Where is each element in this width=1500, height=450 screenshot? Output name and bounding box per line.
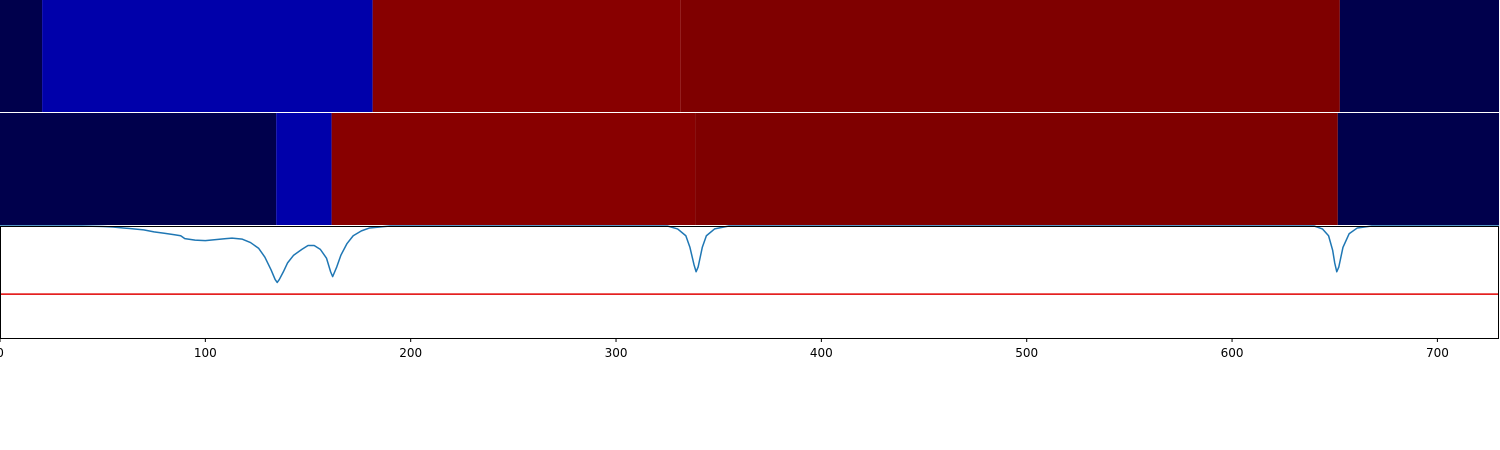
segment-0-2 — [372, 0, 681, 112]
segment-0-1 — [42, 0, 373, 112]
segment-1-0 — [0, 113, 277, 225]
x-tick-label-100: 100 — [194, 346, 217, 360]
segment-1-3 — [695, 113, 1338, 225]
line-panel — [0, 225, 1499, 339]
segment-0-0 — [0, 0, 43, 112]
x-axis: 0 100 200 300 400 500 600 700 — [0, 338, 1449, 360]
x-tick-label-200: 200 — [399, 346, 422, 360]
x-tick-label-600: 600 — [1221, 346, 1244, 360]
x-tick-label-0: 0 — [0, 346, 4, 360]
segment-1-4 — [1337, 113, 1499, 225]
segment-row-top — [0, 0, 1499, 112]
segment-row-middle — [0, 113, 1499, 225]
segment-1-1 — [276, 113, 332, 225]
segment-0-4 — [1339, 0, 1499, 112]
segment-1-2 — [331, 113, 696, 225]
x-tick-label-700: 700 — [1426, 346, 1449, 360]
x-tick-label-400: 400 — [810, 346, 833, 360]
x-tick-label-300: 300 — [605, 346, 628, 360]
line-panel-background — [0, 226, 1499, 338]
segment-0-3 — [680, 0, 1340, 112]
x-tick-label-500: 500 — [1015, 346, 1038, 360]
line-panel-frame — [0, 226, 1499, 339]
